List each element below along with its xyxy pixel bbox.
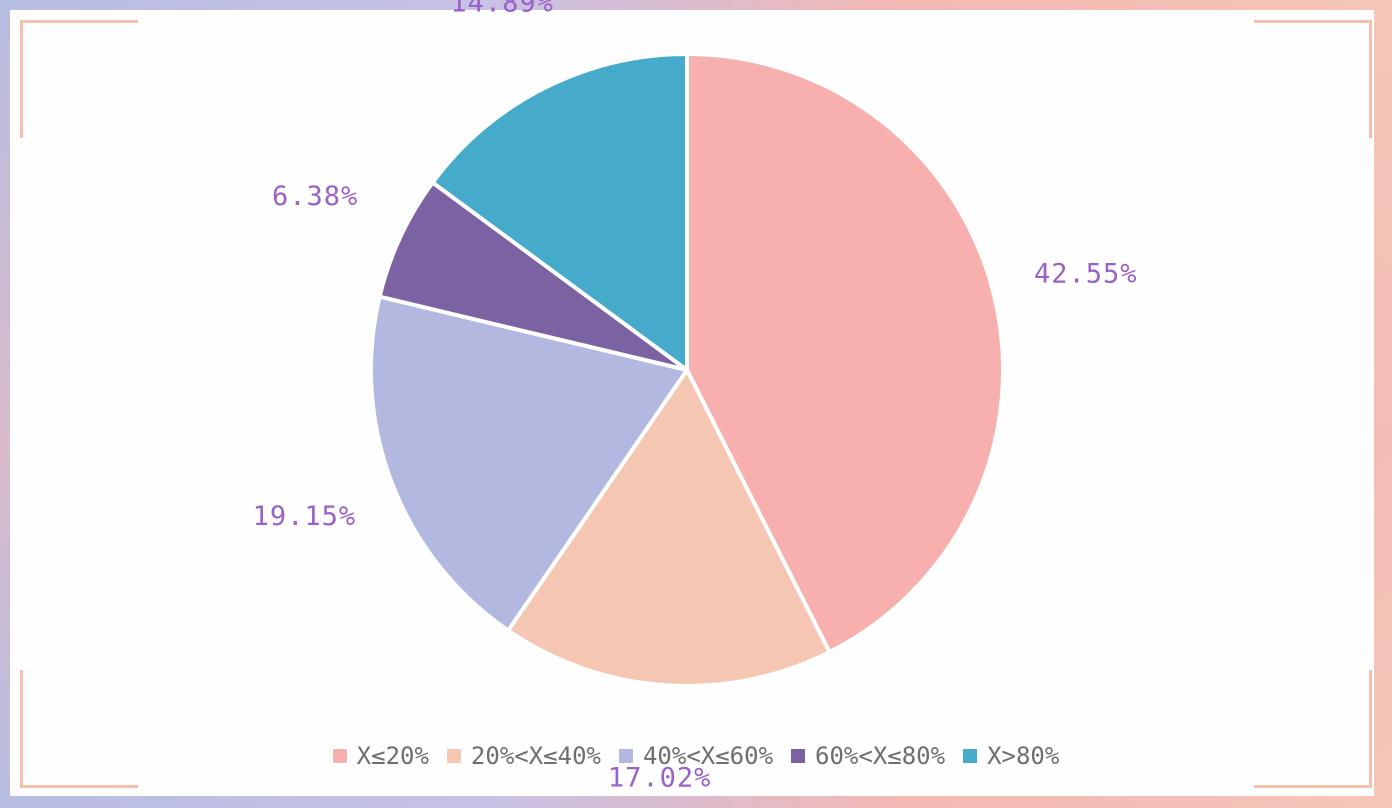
pie-slice-3	[369, 294, 689, 633]
corner-ornament-top-left	[20, 20, 138, 138]
legend-item-3: 40%<X≤60%	[618, 742, 774, 770]
pie-slice-1	[685, 52, 1006, 655]
legend-item-1: X≤20%	[332, 742, 429, 770]
pie-slice-5	[430, 52, 689, 372]
corner-ornament-top-right	[1254, 20, 1372, 138]
data-label-5: 14.89%	[450, 0, 554, 19]
legend-label-2: 20%<X≤40%	[470, 742, 601, 770]
legend-swatch-2	[446, 749, 461, 763]
legend-swatch-1	[332, 749, 347, 763]
legend-item-2: 20%<X≤40%	[446, 742, 601, 770]
data-label-4: 6.38%	[272, 181, 358, 212]
legend-swatch-3	[618, 749, 633, 763]
pie-slices	[369, 52, 1006, 689]
legend-item-5: X>80%	[963, 742, 1059, 770]
pie-slice-4	[377, 180, 689, 372]
corner-ornament-bottom-left	[20, 670, 138, 788]
legend-label-3: 40%<X≤60%	[642, 742, 774, 770]
corner-ornament-bottom-right	[1254, 670, 1372, 788]
chart-legend: X≤20% 20%<X≤40% 40%<X≤60% 60%<X≤80% X>80%	[0, 738, 1392, 774]
legend-label-1: X≤20%	[356, 742, 429, 770]
data-label-3: 19.15%	[253, 501, 357, 532]
data-label-1: 42.55%	[1034, 259, 1138, 290]
legend-label-4: 60%<X≤80%	[815, 742, 946, 770]
pie-data-labels: 42.55% 17.02% 19.15% 6.38% 14.89%	[253, 0, 1138, 794]
data-label-2: 17.02%	[608, 763, 712, 794]
legend-label-5: X>80%	[987, 742, 1060, 770]
legend-item-4: 60%<X≤80%	[791, 742, 945, 770]
legend-swatch-4	[791, 749, 806, 763]
pie-slice-2	[506, 368, 832, 689]
legend-swatch-5	[963, 749, 978, 763]
